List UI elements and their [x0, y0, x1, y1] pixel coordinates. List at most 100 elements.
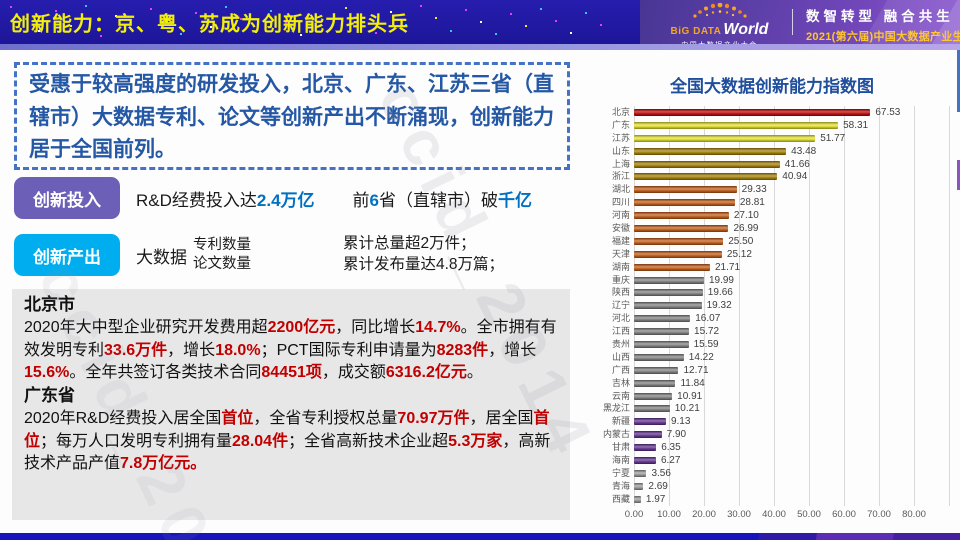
- chart-row: 甘肃 6.35: [586, 441, 958, 455]
- chart-value-label: 40.94: [782, 171, 808, 183]
- chart-value-label: 26.99: [733, 223, 759, 235]
- chart-plot-cell: 7.90: [634, 428, 950, 442]
- header-divider: [792, 9, 793, 35]
- chart-plot-cell: 12.71: [634, 363, 950, 377]
- beijing-detail-text: 2020年大中型企业研究开发费用超2200亿元，同比增长14.7%。全市拥有有效…: [24, 317, 558, 385]
- guangdong-detail-text: 2020年R&D经费投入居全国首位，全省专利授权总量70.97万件，居全国首位；…: [24, 408, 558, 476]
- chart-row: 安徽 26.99: [586, 222, 958, 235]
- highlighted-value: 5.3万家: [448, 432, 503, 450]
- chart-value-label: 19.32: [706, 300, 732, 312]
- metric-papers: 论文数量: [193, 256, 251, 272]
- chart-category-label: 福建: [611, 235, 630, 246]
- chart-value-label: 67.53: [875, 107, 901, 118]
- chart-category-label: 黑龙江: [602, 403, 630, 414]
- text-segment: 前: [352, 190, 370, 210]
- chart-bar: [634, 147, 787, 155]
- chart-category-label: 内蒙古: [602, 429, 630, 440]
- chart-bar: [634, 482, 644, 490]
- chart-xtick: 0.00: [624, 508, 644, 520]
- chart-row: 新疆 9.13: [586, 415, 958, 429]
- chart-row: 云南 10.91: [586, 389, 958, 403]
- chart-value-label: 58.31: [843, 119, 869, 131]
- highlighted-value: 28.04件: [232, 432, 289, 450]
- highlighted-value: 15.6%: [24, 364, 70, 382]
- highlighted-value: 7.8万亿元。: [120, 455, 207, 473]
- chart-plot-cell: 1.97: [634, 492, 950, 506]
- chart-plot-cell: 16.07: [634, 312, 950, 326]
- highlighted-value: 6316.2亿元: [385, 364, 467, 382]
- text-segment: ，全省专利授权总量: [253, 410, 398, 428]
- innovation-output-row: 创新产出 大数据 专利数量 论文数量 累计总量超2万件； 累计发布量达4.8万篇…: [14, 234, 570, 276]
- chart-category-label: 青海: [611, 480, 630, 491]
- chart-plot-cell: 19.66: [634, 286, 950, 300]
- chart-category-label: 辽宁: [611, 300, 630, 311]
- chart-value-label: 10.21: [674, 403, 700, 415]
- chart-row: 西藏 1.97: [586, 492, 958, 506]
- chart-value-label: 15.72: [694, 326, 720, 338]
- chart-value-label: 16.07: [695, 313, 721, 325]
- highlighted-value: 33.6万件: [104, 341, 168, 359]
- highlighted-value: 70.97万件: [397, 410, 470, 428]
- chart-plot-cell: 27.10: [634, 209, 950, 223]
- chart-row: 浙江 40.94: [586, 170, 958, 184]
- chart-value-label: 19.66: [707, 287, 733, 299]
- chart-plot-cell: 26.99: [634, 222, 950, 235]
- chart-bar: [634, 276, 704, 284]
- chart-plot-cell: 21.71: [634, 260, 950, 274]
- chart-category-label: 云南: [611, 390, 630, 401]
- chart-value-label: 28.81: [739, 197, 765, 209]
- chart-category-label: 江西: [611, 326, 630, 337]
- text-segment: 。全年共签订各类技术合同: [69, 364, 262, 382]
- innovation-input-text-2: 前6省（直辖市）破千亿: [353, 186, 532, 211]
- text-segment: ；全省高新技术企业超: [288, 432, 449, 450]
- chart-value-label: 2.69: [648, 480, 668, 492]
- chart-bar: [634, 186, 737, 194]
- highlighted-value: 14.7%: [415, 318, 461, 336]
- chart-value-label: 7.90: [666, 429, 687, 441]
- innovation-input-row: 创新投入 R&D经费投入达2.4万亿 前6省（直辖市）破千亿: [14, 177, 570, 219]
- chart-plot-cell: 2.69: [634, 479, 950, 493]
- highlighted-value: 84451项: [261, 364, 322, 382]
- highlighted-value: 8283件: [436, 341, 489, 359]
- chart-xtick: 40.00: [762, 508, 786, 520]
- chart-bar: [634, 289, 703, 297]
- chart-bar: [634, 366, 679, 374]
- chart-bar: [634, 392, 673, 400]
- chart-rows: 北京 67.53 广东 58.31 江苏 51.77 山东 43.48 上海 41.66 浙江 40.…: [586, 106, 958, 506]
- text-segment: 2020年R&D经费投入居全国: [24, 410, 222, 428]
- chart-row: 吉林 11.84: [586, 376, 958, 390]
- chart-row: 广西 12.71: [586, 363, 958, 377]
- highlighted-value: 首位: [221, 410, 254, 428]
- chart-row: 辽宁 19.32: [586, 299, 958, 313]
- highlighted-value: 首位: [24, 410, 550, 450]
- chart-row: 湖北 29.33: [586, 183, 958, 197]
- innovation-output-badge: 创新产出: [14, 234, 120, 276]
- chart-category-label: 河北: [611, 313, 630, 324]
- chart-xtick: 70.00: [867, 508, 891, 520]
- logo-bigdata-text: BiG DATA: [670, 26, 722, 37]
- chart-value-label: 25.50: [728, 235, 754, 247]
- chart-plot-cell: 28.81: [634, 196, 950, 210]
- header: 创新能力：京、粤、苏成为创新能力排头兵: [0, 0, 960, 44]
- chart-row: 黑龙江 10.21: [586, 402, 958, 416]
- chart-bar: [634, 328, 690, 336]
- chart-row: 福建 25.50: [586, 234, 958, 248]
- guangdong-title: 广东省: [24, 386, 75, 406]
- chart-xaxis: 0.00 10.00 20.00 30.00 40.00 50.00 60.00 70.00 8…: [625, 506, 950, 522]
- text-segment: ，同比增长: [335, 318, 416, 336]
- chart-row: 内蒙古 7.90: [586, 428, 958, 442]
- chart-category-label: 江苏: [611, 132, 630, 143]
- right-edge-accent-blue: [957, 50, 960, 112]
- chart-value-label: 6.35: [661, 442, 681, 454]
- innovation-input-text-1: R&D经费投入达2.4万亿: [136, 186, 315, 211]
- chart-row: 海南 6.27: [586, 454, 958, 467]
- chart-xtick: 10.00: [657, 508, 681, 520]
- chart-bar: [634, 341, 689, 349]
- chart-row: 宁夏 3.56: [586, 466, 958, 480]
- chart-plot-cell: 15.72: [634, 325, 950, 339]
- chart-category-label: 陕西: [611, 287, 630, 298]
- logo-subtitle: 中国大数据产业大会: [652, 40, 787, 44]
- chart-plot-cell: 25.12: [634, 247, 950, 261]
- chart-category-label: 新疆: [611, 416, 630, 427]
